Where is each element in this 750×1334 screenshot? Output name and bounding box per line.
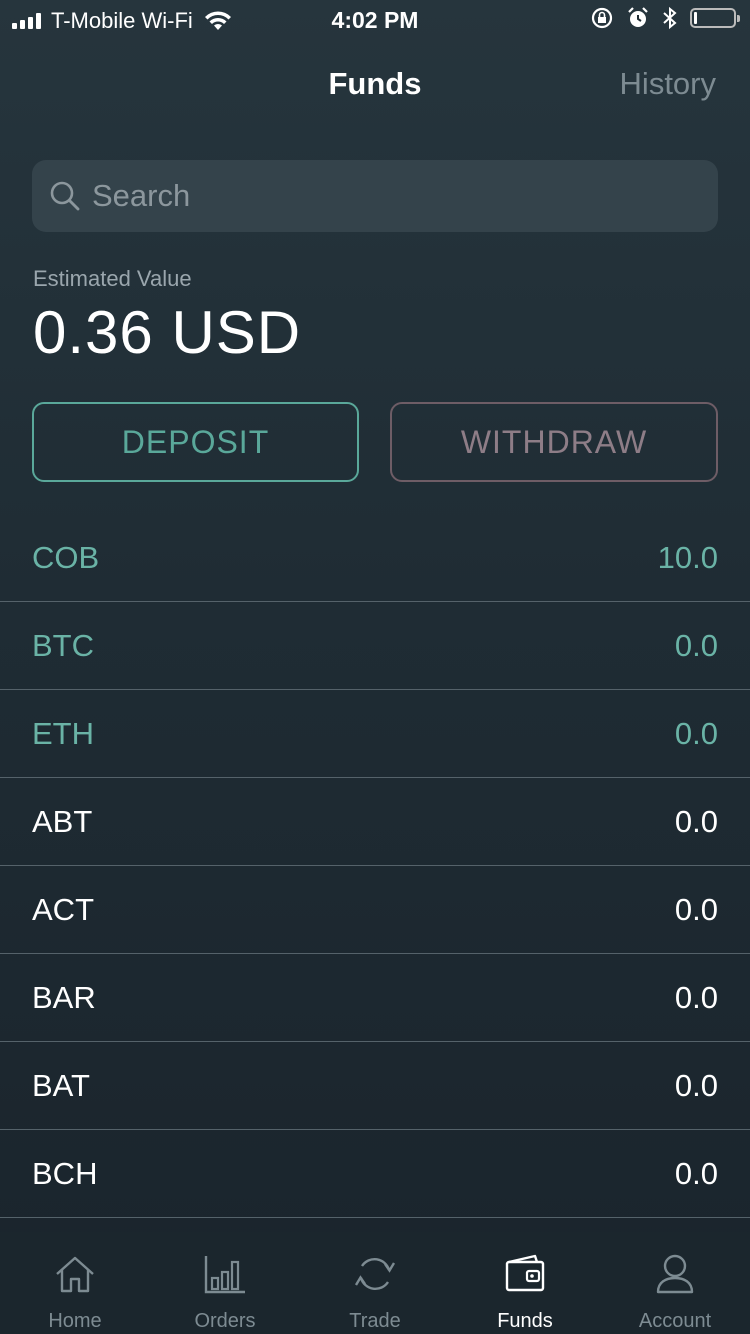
tab-label: Home	[48, 1310, 102, 1332]
fund-amount: 0.0	[674, 980, 718, 1015]
fund-amount: 0.0	[674, 716, 718, 751]
refresh-icon	[354, 1257, 396, 1291]
fund-row-bat[interactable]: BAT 0.0	[0, 1042, 750, 1130]
fund-symbol: ACT	[32, 892, 94, 927]
fund-symbol: COB	[32, 540, 100, 575]
user-icon	[656, 1254, 694, 1294]
fund-amount: 10.0	[657, 540, 718, 575]
rotation-lock-icon	[591, 7, 613, 29]
fund-amount: 0.0	[674, 628, 718, 663]
tab-label: Trade	[349, 1310, 401, 1332]
status-right	[590, 6, 740, 30]
tab-label: Funds	[497, 1310, 553, 1332]
search-icon	[50, 181, 80, 211]
deposit-button[interactable]: DEPOSIT	[32, 402, 359, 482]
search-bar[interactable]	[32, 160, 718, 232]
wallet-icon	[505, 1254, 545, 1292]
estimated-value: 0.36 USD	[33, 299, 302, 366]
fund-row-bar[interactable]: BAR 0.0	[0, 954, 750, 1042]
fund-amount: 0.0	[674, 1156, 718, 1191]
fund-row-act[interactable]: ACT 0.0	[0, 866, 750, 954]
fund-row-btc[interactable]: BTC 0.0	[0, 602, 750, 690]
fund-row-abt[interactable]: ABT 0.0	[0, 778, 750, 866]
tab-trade[interactable]: Trade	[300, 1232, 450, 1334]
fund-symbol: BAR	[32, 980, 96, 1015]
page-title: Funds	[328, 66, 422, 101]
fund-row-eth[interactable]: ETH 0.0	[0, 690, 750, 778]
fund-symbol: ABT	[32, 804, 93, 839]
tab-label: Orders	[194, 1310, 256, 1332]
tab-funds[interactable]: Funds	[450, 1232, 600, 1334]
tab-bar: Home Orders Trade Funds	[0, 1232, 750, 1334]
fund-amount: 0.0	[674, 1068, 718, 1103]
estimated-value-label: Estimated Value	[33, 266, 192, 291]
tab-account[interactable]: Account	[600, 1232, 750, 1334]
fund-symbol: BCH	[32, 1156, 98, 1191]
home-icon	[56, 1256, 94, 1293]
cellular-signal-icon	[12, 13, 41, 29]
fund-amount: 0.0	[674, 892, 718, 927]
fund-symbol: ETH	[32, 716, 94, 751]
battery-icon	[690, 8, 740, 28]
status-bar: T-Mobile Wi-Fi 4:02 PM	[0, 0, 750, 40]
history-link[interactable]: History	[619, 66, 716, 101]
bar-chart-icon	[204, 1256, 245, 1294]
fund-amount: 0.0	[674, 804, 718, 839]
clock: 4:02 PM	[331, 7, 419, 33]
bluetooth-icon	[663, 6, 677, 30]
tab-label: Account	[638, 1310, 712, 1332]
fund-symbol: BTC	[32, 628, 94, 663]
tab-home[interactable]: Home	[0, 1232, 150, 1334]
search-input[interactable]	[92, 160, 692, 232]
fund-symbol: BAT	[32, 1068, 90, 1103]
tab-orders[interactable]: Orders	[150, 1232, 300, 1334]
funds-list: COB 10.0 BTC 0.0 ETH 0.0 ABT 0.0 ACT 0.0…	[0, 514, 750, 1218]
fund-row-bch[interactable]: BCH 0.0	[0, 1130, 750, 1218]
fund-row-cob[interactable]: COB 10.0	[0, 514, 750, 602]
status-left: T-Mobile Wi-Fi	[12, 8, 233, 34]
wifi-icon	[204, 11, 231, 30]
carrier-name: T-Mobile Wi-Fi	[51, 8, 193, 33]
withdraw-button[interactable]: WITHDRAW	[390, 402, 718, 482]
alarm-icon	[628, 7, 648, 27]
